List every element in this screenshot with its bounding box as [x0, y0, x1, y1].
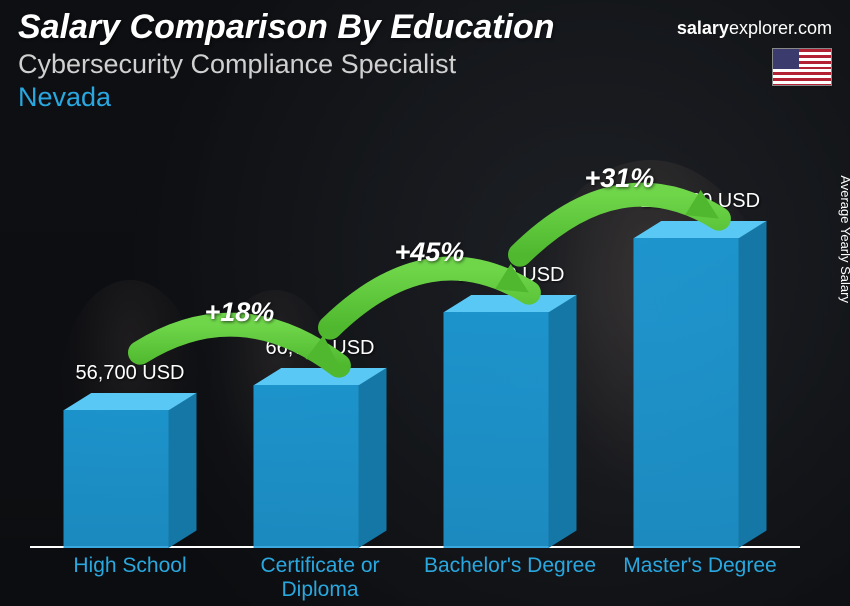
flag-icon: [772, 48, 832, 86]
location: Nevada: [18, 82, 832, 113]
bar-value: 56,700 USD: [30, 362, 230, 385]
bar-label: Bachelor's Degree: [420, 554, 600, 578]
subtitle: Cybersecurity Compliance Specialist: [18, 49, 832, 80]
bar-label: Master's Degree: [610, 554, 790, 578]
percent-increase: +18%: [204, 297, 274, 328]
bar-value: 66,700 USD: [220, 337, 420, 360]
bar-label: Certificate or Diploma: [230, 554, 410, 602]
brand-rest: explorer.com: [729, 18, 832, 38]
bar-label: High School: [40, 554, 220, 578]
brand-logo: salaryexplorer.com: [677, 18, 832, 39]
bar-chart: 56,700 USDHigh School66,700 USDCertifica…: [40, 130, 790, 548]
bar-value: 127,000 USD: [600, 190, 800, 213]
bar-value: 96,600 USD: [410, 264, 610, 287]
y-axis-label: Average Yearly Salary: [839, 175, 850, 303]
brand-bold: salary: [677, 18, 729, 38]
